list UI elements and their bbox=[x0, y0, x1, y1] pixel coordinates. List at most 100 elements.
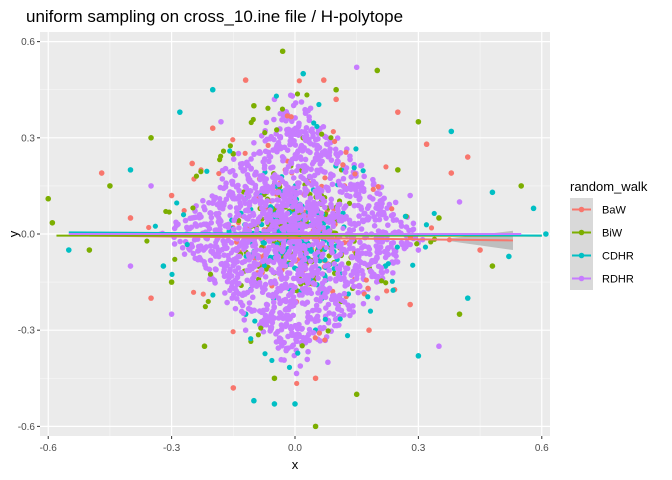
data-point bbox=[210, 250, 216, 257]
data-point bbox=[295, 350, 301, 356]
x-axis: -0.6 -0.3 0.0 0.3 0.6 bbox=[40, 436, 549, 454]
data-point bbox=[353, 275, 360, 282]
data-point bbox=[366, 327, 372, 333]
legend-key-point bbox=[578, 275, 585, 282]
data-point bbox=[313, 302, 320, 309]
data-point bbox=[98, 170, 105, 176]
data-point bbox=[294, 244, 300, 251]
data-point bbox=[229, 279, 236, 286]
data-point bbox=[333, 278, 339, 284]
data-point bbox=[146, 224, 152, 231]
data-point bbox=[316, 144, 322, 151]
data-point bbox=[275, 328, 281, 335]
data-point bbox=[349, 278, 355, 285]
legend-key-point bbox=[578, 229, 585, 236]
data-point bbox=[250, 210, 256, 217]
data-point bbox=[260, 210, 267, 217]
data-point bbox=[127, 215, 134, 221]
data-point bbox=[269, 357, 275, 364]
data-point bbox=[200, 291, 206, 297]
data-point bbox=[285, 163, 292, 170]
data-point bbox=[236, 225, 242, 231]
data-point bbox=[333, 86, 339, 93]
data-point bbox=[192, 214, 199, 221]
data-point bbox=[293, 191, 300, 198]
data-point bbox=[313, 181, 319, 187]
data-point bbox=[285, 270, 291, 276]
data-point bbox=[293, 370, 300, 377]
data-point bbox=[224, 299, 230, 306]
data-point bbox=[215, 210, 222, 217]
data-point bbox=[205, 298, 211, 305]
data-point bbox=[378, 278, 385, 284]
data-point bbox=[394, 244, 400, 250]
data-point bbox=[148, 295, 154, 301]
data-point bbox=[305, 200, 312, 206]
data-point bbox=[254, 218, 260, 225]
data-point bbox=[385, 261, 391, 267]
data-point bbox=[263, 119, 270, 126]
data-point bbox=[279, 48, 286, 55]
data-point bbox=[325, 359, 331, 366]
data-point bbox=[388, 240, 395, 247]
data-point bbox=[319, 158, 325, 165]
data-point bbox=[332, 146, 339, 153]
data-point bbox=[436, 343, 442, 350]
data-point bbox=[278, 322, 285, 328]
data-point bbox=[239, 292, 246, 299]
data-point bbox=[260, 258, 266, 265]
legend-key-point bbox=[578, 206, 585, 213]
data-point bbox=[318, 294, 325, 301]
data-point bbox=[312, 251, 318, 258]
data-point bbox=[256, 279, 263, 286]
legend-title: random_walk bbox=[570, 179, 648, 194]
data-point bbox=[340, 175, 347, 182]
data-point bbox=[284, 210, 291, 217]
data-point bbox=[360, 300, 367, 307]
data-point bbox=[212, 266, 219, 272]
data-point bbox=[365, 294, 371, 300]
data-point bbox=[456, 311, 463, 317]
data-point bbox=[310, 133, 316, 140]
data-point bbox=[330, 128, 336, 135]
data-point bbox=[168, 279, 175, 285]
data-point bbox=[388, 212, 395, 219]
data-point bbox=[376, 191, 383, 197]
data-point bbox=[363, 216, 369, 223]
data-point bbox=[312, 423, 319, 430]
data-point bbox=[351, 185, 358, 192]
data-point bbox=[272, 249, 279, 256]
data-point bbox=[198, 169, 204, 175]
data-point bbox=[251, 279, 258, 285]
data-point bbox=[360, 168, 366, 174]
data-point bbox=[395, 167, 401, 173]
x-tick-label: 0.3 bbox=[411, 443, 425, 454]
data-point bbox=[370, 196, 376, 202]
data-point bbox=[222, 241, 228, 248]
data-point bbox=[281, 144, 288, 151]
data-point bbox=[255, 332, 261, 338]
data-point bbox=[217, 199, 223, 206]
data-point bbox=[230, 226, 237, 233]
data-point bbox=[261, 162, 268, 169]
data-point bbox=[356, 213, 362, 219]
data-point bbox=[242, 150, 248, 156]
data-point bbox=[301, 212, 307, 219]
data-point bbox=[310, 329, 317, 336]
data-point bbox=[329, 245, 335, 252]
data-point bbox=[326, 267, 332, 274]
data-point bbox=[322, 169, 328, 175]
data-point bbox=[219, 246, 225, 253]
data-point bbox=[341, 270, 348, 277]
data-point bbox=[189, 160, 195, 167]
data-point bbox=[325, 301, 332, 308]
data-point bbox=[225, 272, 231, 278]
data-point bbox=[295, 132, 302, 138]
data-point bbox=[107, 183, 113, 189]
data-point bbox=[204, 168, 210, 174]
data-point bbox=[251, 397, 257, 404]
data-point bbox=[258, 325, 264, 331]
data-point bbox=[298, 326, 305, 332]
data-point bbox=[262, 130, 268, 136]
data-point bbox=[359, 180, 365, 186]
